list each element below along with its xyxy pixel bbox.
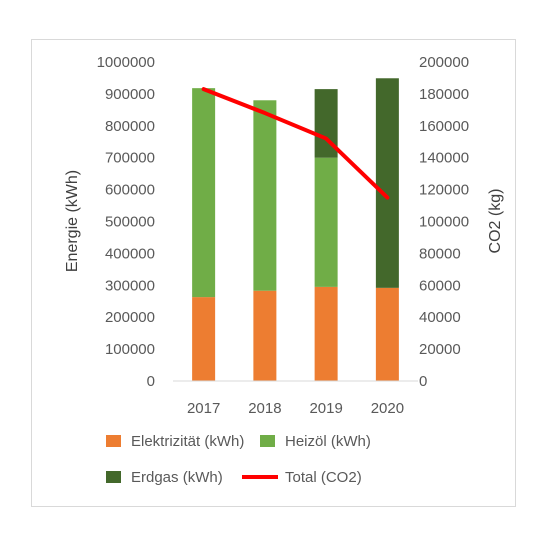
- legend-label: Erdgas (kWh): [131, 469, 223, 486]
- y2-tick-label: 180000: [419, 86, 469, 103]
- legend-label: Elektrizität (kWh): [131, 433, 244, 450]
- y-tick-label: 0: [147, 373, 155, 390]
- y-axis-title: Energie (kWh): [64, 170, 81, 272]
- y2-tick-label: 0: [419, 373, 427, 390]
- y2-tick-label: 160000: [419, 118, 469, 135]
- y-tick-label: 900000: [105, 86, 155, 103]
- bar-segment: [375, 78, 399, 288]
- y2-tick-label: 40000: [419, 309, 461, 326]
- co2-line: [201, 87, 390, 200]
- bar-segment: [192, 88, 216, 298]
- y2-tick-label: 60000: [419, 277, 461, 294]
- y-tick-label: 400000: [105, 245, 155, 262]
- bar-segment: [314, 89, 338, 158]
- legend-swatch: [260, 435, 275, 447]
- legend-label: Heizöl (kWh): [285, 433, 371, 450]
- legend-swatch: [106, 435, 121, 447]
- y-tick-label: 100000: [105, 341, 155, 358]
- y2-tick-label: 100000: [419, 214, 469, 231]
- y-tick-label: 200000: [105, 309, 155, 326]
- y-tick-label: 300000: [105, 277, 155, 294]
- y-tick-label: 600000: [105, 182, 155, 199]
- co2-point: [263, 111, 267, 115]
- y2-tick-label: 80000: [419, 245, 461, 262]
- y2-tick-label: 20000: [419, 341, 461, 358]
- x-tick-label: 2019: [309, 400, 342, 417]
- y2-tick-label: 140000: [419, 150, 469, 167]
- co2-point: [324, 137, 328, 141]
- y-tick-label: 800000: [105, 118, 155, 135]
- chart-frame: [31, 39, 516, 507]
- co2-point: [385, 196, 389, 200]
- y2-tick-label: 200000: [419, 54, 469, 71]
- bar-segment: [192, 297, 216, 381]
- y-tick-label: 700000: [105, 150, 155, 167]
- y2-axis-title: CO2 (kg): [487, 189, 504, 254]
- legend-swatch: [106, 471, 121, 483]
- y-tick-label: 1000000: [97, 54, 155, 71]
- bar-segment: [314, 286, 338, 381]
- bar-segment: [253, 100, 277, 291]
- plot-area: 0100000200000300000400000500000600000700…: [97, 54, 469, 417]
- x-tick-label: 2020: [371, 400, 404, 417]
- legend-label: Total (CO2): [285, 469, 362, 486]
- legend: Elektrizität (kWh) Heizöl (kWh) Erdgas (kW…: [106, 433, 371, 486]
- y-tick-label: 500000: [105, 214, 155, 231]
- bar-segment: [314, 157, 338, 287]
- bar-segment: [375, 287, 399, 381]
- bar-segment: [253, 290, 277, 381]
- co2-point: [202, 87, 206, 91]
- x-tick-label: 2018: [248, 400, 281, 417]
- x-tick-label: 2017: [187, 400, 220, 417]
- y2-tick-label: 120000: [419, 182, 469, 199]
